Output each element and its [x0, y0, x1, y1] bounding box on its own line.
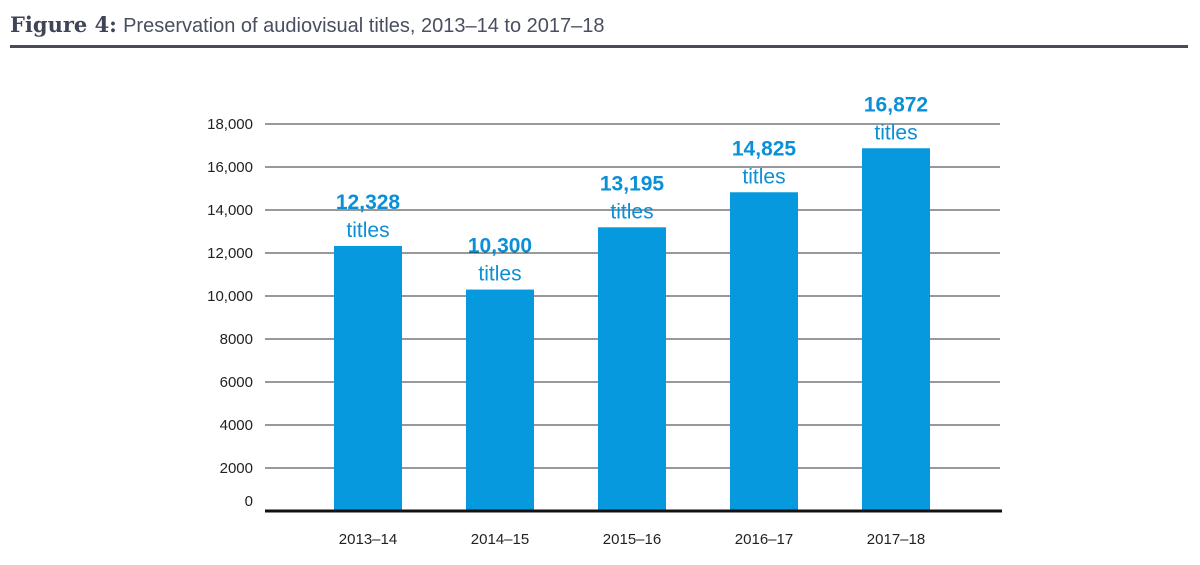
x-tick-label: 2017–18	[867, 531, 925, 548]
y-tick-label: 18,000	[207, 116, 253, 133]
bar	[598, 227, 666, 511]
y-tick-label: 6000	[220, 374, 253, 391]
unit-label: titles	[610, 200, 653, 223]
data-labels: titles 12,328 titles 10,300 titles 13,195 titl…	[336, 93, 928, 285]
y-tick-label: 0	[245, 493, 253, 510]
y-tick-label: 10,000	[207, 288, 253, 305]
value-label: 12,328	[336, 191, 401, 214]
axes: 0 2000 4000 6000 8000 10,000 12,000 14,000 16,00…	[207, 116, 1002, 548]
value-label: 13,195	[600, 172, 665, 195]
figure-header: Figure 4: Preservation of audiovisual ti…	[10, 8, 1188, 44]
value-label: 14,825	[732, 137, 797, 160]
y-tick-label: 14,000	[207, 202, 253, 219]
figure-number: Figure 4:	[10, 12, 117, 37]
y-tick-label: 12,000	[207, 245, 253, 262]
bar	[334, 245, 402, 511]
unit-label: titles	[742, 165, 785, 188]
unit-label: titles	[478, 263, 521, 286]
y-tick-label: 16,000	[207, 159, 253, 176]
bar	[862, 148, 930, 511]
bar	[730, 192, 798, 511]
figure-caption: Preservation of audiovisual titles, 2013…	[123, 15, 605, 37]
y-tick-label: 2000	[220, 460, 253, 477]
value-label: 10,300	[468, 235, 532, 258]
y-tick-label: 4000	[220, 417, 253, 434]
x-tick-label: 2013–14	[339, 531, 397, 548]
x-tick-label: 2015–16	[603, 531, 661, 548]
bars	[334, 148, 930, 511]
y-tick-label: 8000	[220, 331, 253, 348]
bar	[466, 289, 534, 511]
x-tick-label: 2016–17	[735, 531, 793, 548]
figure-title: Figure 4: Preservation of audiovisual ti…	[10, 12, 605, 38]
header-rule	[10, 45, 1188, 48]
x-tick-label: 2014–15	[471, 531, 529, 548]
value-label: 16,872	[864, 93, 928, 116]
unit-label: titles	[346, 219, 389, 242]
unit-label: titles	[874, 121, 917, 144]
